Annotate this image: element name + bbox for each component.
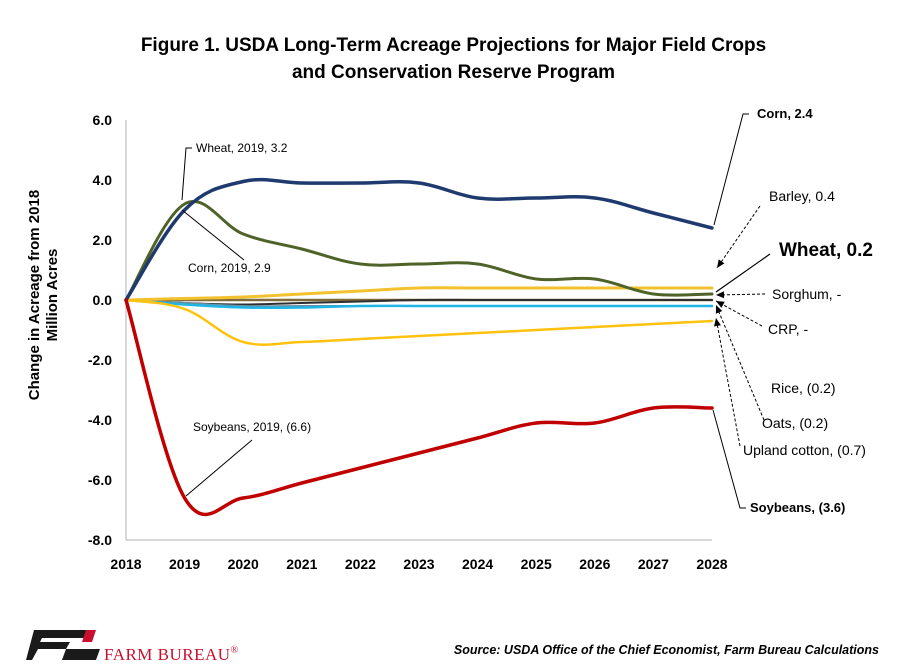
source-note: Source: USDA Office of the Chief Economi… bbox=[453, 643, 879, 657]
series-line-corn bbox=[124, 177, 714, 302]
leader-upland-cotton bbox=[715, 317, 741, 447]
leader-wheat-2019 bbox=[181, 147, 192, 201]
x-tick-label: 2021 bbox=[286, 556, 317, 572]
series-line-soybeans bbox=[124, 298, 714, 516]
line-chart: 6.0 4.0 2.0 0.0 -2.0 -4.0 -6.0 -8.0 2018 2019 2020… bbox=[88, 106, 873, 572]
series-line-upland-cotton bbox=[124, 298, 714, 346]
x-tick-label: 2026 bbox=[579, 556, 610, 572]
leader-barley-head bbox=[717, 259, 725, 268]
leader-upland-cotton-head bbox=[714, 318, 721, 327]
annotation-soybeans-2019: Soybeans, 2019, (6.6) bbox=[193, 420, 311, 434]
series-line-barley bbox=[124, 286, 714, 302]
leader-oats-head bbox=[715, 305, 723, 314]
chart-title: Figure 1. USDA Long-Term Acreage Project… bbox=[0, 32, 907, 86]
x-tick-label: 2020 bbox=[228, 556, 259, 572]
farm-bureau-wordmark: FARM BUREAU® bbox=[104, 645, 239, 665]
y-tick-label: -8.0 bbox=[88, 532, 112, 548]
registered-mark: ® bbox=[230, 645, 239, 656]
x-tick-label: 2025 bbox=[521, 556, 552, 572]
leader-barley bbox=[716, 205, 761, 269]
x-tick-label: 2024 bbox=[462, 556, 493, 572]
leader-corn-2019 bbox=[181, 209, 245, 261]
end-label-rice: Rice, (0.2) bbox=[771, 380, 836, 396]
end-label-barley: Barley, 0.4 bbox=[769, 188, 835, 204]
y-tick-label: 0.0 bbox=[93, 292, 113, 308]
label-layer: Corn, 2.4 Barley, 0.4 Wheat, 0.2 Sorghum, -… bbox=[181, 106, 873, 515]
leader-corn bbox=[713, 113, 749, 226]
y-tick-label: 4.0 bbox=[93, 172, 113, 188]
end-label-crp: CRP, - bbox=[768, 321, 809, 337]
chart-title-line-1: Figure 1. USDA Long-Term Acreage Project… bbox=[140, 35, 767, 56]
leader-crp bbox=[715, 300, 763, 327]
end-label-corn: Corn, 2.4 bbox=[757, 106, 813, 121]
series-layer bbox=[124, 177, 714, 516]
y-tick-label: 2.0 bbox=[93, 232, 113, 248]
leader-soybeans-2019 bbox=[185, 439, 253, 497]
leader-soybeans bbox=[712, 409, 746, 509]
end-label-oats: Oats, (0.2) bbox=[762, 415, 828, 431]
end-label-soybeans: Soybeans, (3.6) bbox=[750, 500, 845, 515]
chart-title-line-2: and Conservation Reserve Program bbox=[291, 62, 616, 83]
x-tick-label: 2023 bbox=[403, 556, 434, 572]
fb-logo-mark-icon bbox=[26, 630, 100, 660]
x-tick-label: 2018 bbox=[110, 556, 141, 572]
leader-wheat bbox=[715, 253, 771, 293]
series-line-oats bbox=[124, 298, 714, 310]
y-tick-label: -6.0 bbox=[88, 472, 112, 488]
leader-oats bbox=[715, 304, 765, 421]
leader-sorghum bbox=[715, 293, 766, 296]
end-label-sorghum: Sorghum, - bbox=[772, 286, 842, 302]
x-tick-label: 2028 bbox=[696, 556, 727, 572]
y-tick-label: 6.0 bbox=[93, 112, 113, 128]
x-tick-label: 2027 bbox=[638, 556, 669, 572]
end-label-upland-cotton: Upland cotton, (0.7) bbox=[743, 442, 866, 458]
series-line-crp bbox=[125, 298, 713, 306]
annotation-wheat-2019: Wheat, 2019, 3.2 bbox=[196, 141, 288, 155]
x-tick-label: 2022 bbox=[345, 556, 376, 572]
x-tick-label: 2019 bbox=[169, 556, 200, 572]
series-line-wheat bbox=[124, 200, 714, 302]
axes-layer: 6.0 4.0 2.0 0.0 -2.0 -4.0 -6.0 -8.0 2018 2019 2020… bbox=[88, 112, 728, 572]
farm-bureau-logo bbox=[26, 630, 100, 660]
logo-text: FARM BUREAU bbox=[104, 645, 231, 664]
end-label-wheat: Wheat, 0.2 bbox=[779, 240, 873, 261]
y-tick-label: -2.0 bbox=[88, 352, 112, 368]
leader-sorghum-head bbox=[716, 291, 725, 299]
leader-crp-head bbox=[716, 301, 725, 308]
annotation-corn-2019: Corn, 2019, 2.9 bbox=[188, 261, 271, 275]
y-tick-label: -4.0 bbox=[88, 412, 112, 428]
